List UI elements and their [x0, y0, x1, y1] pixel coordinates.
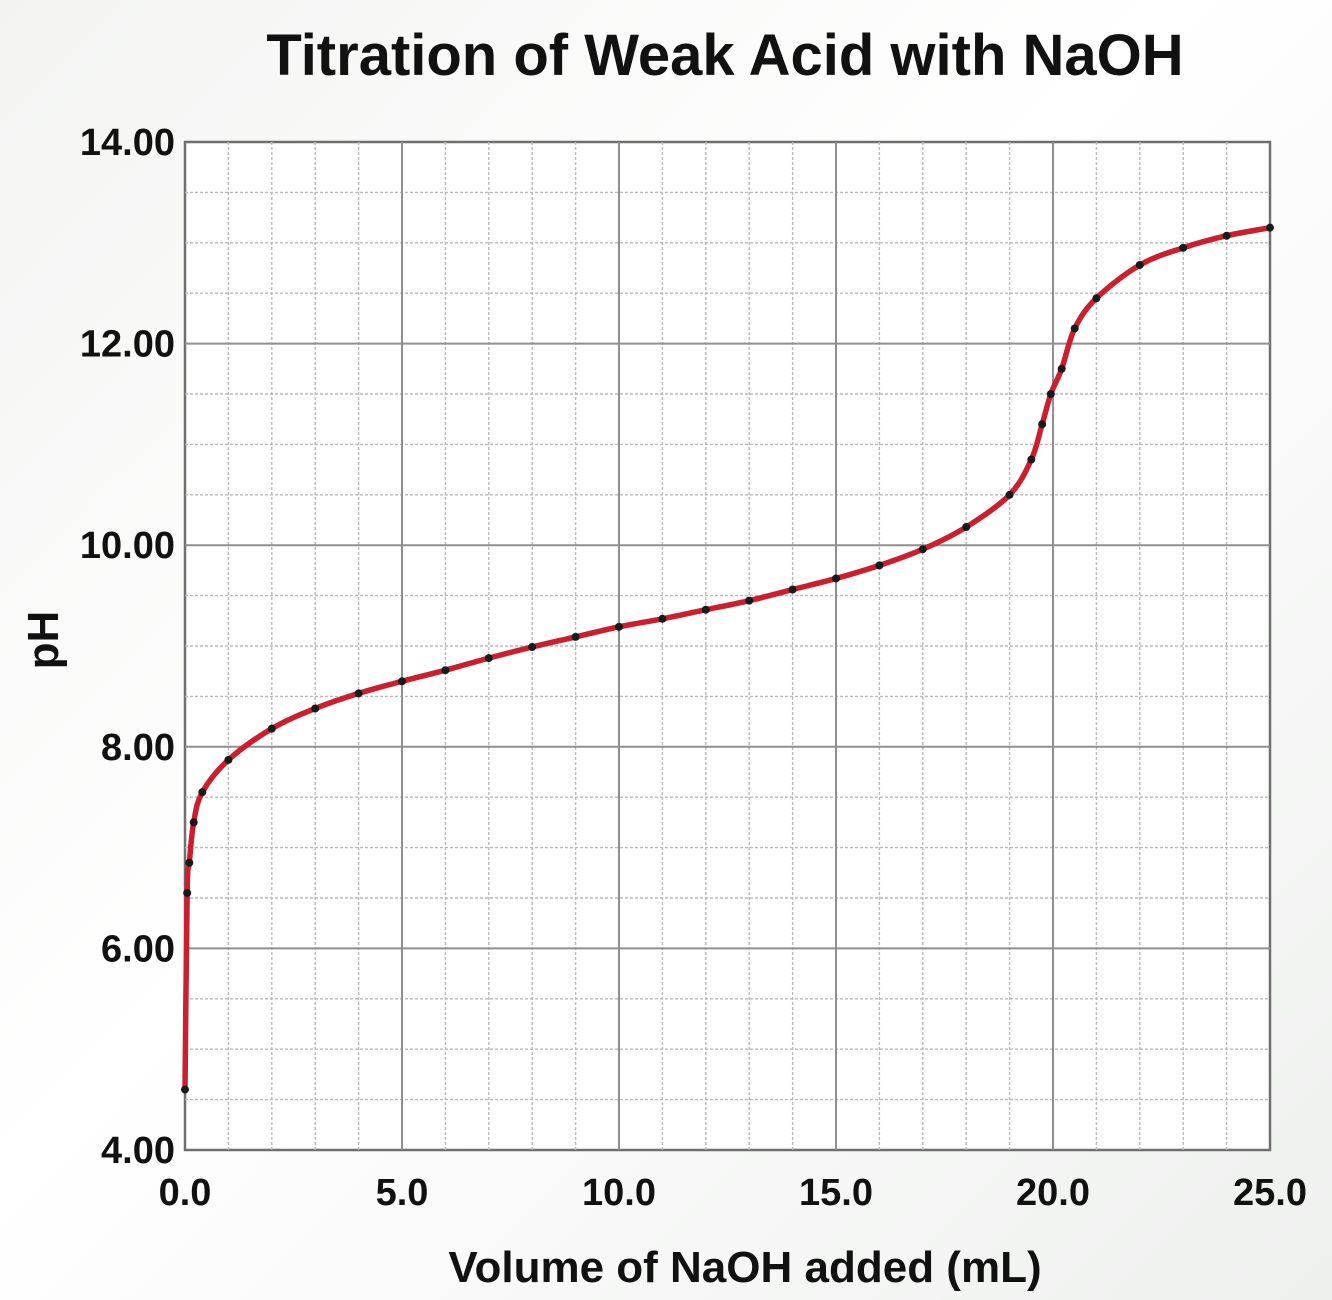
y-tick-label: 12.00: [80, 324, 175, 366]
y-tick-label: 10.00: [80, 525, 175, 567]
data-point-marker: [918, 545, 927, 554]
major-gridlines: [185, 142, 1270, 1150]
data-point-marker: [267, 724, 276, 733]
minor-gridlines: [185, 142, 1270, 1150]
y-tick-label: 4.00: [101, 1130, 175, 1172]
x-tick-label: 10.0: [582, 1172, 656, 1214]
data-point-marker: [1092, 294, 1101, 303]
x-axis-tick-labels: 0.0 5.0 10.0 15.0 20.0 25.0: [159, 1172, 1307, 1214]
data-point-marker: [181, 1085, 189, 1094]
data-point-marker: [1179, 243, 1188, 252]
data-point-marker: [528, 643, 537, 652]
data-point-marker: [658, 614, 667, 623]
y-tick-label: 14.00: [80, 122, 175, 164]
data-point-marker: [1266, 223, 1274, 232]
data-point-marker: [398, 677, 406, 686]
data-point-marker: [189, 818, 198, 827]
data-point-marker: [1027, 455, 1036, 464]
data-point-marker: [1046, 390, 1055, 398]
y-tick-label: 6.00: [101, 928, 175, 970]
data-point-marker: [1005, 490, 1014, 499]
x-tick-label: 0.0: [159, 1172, 212, 1214]
data-point-marker: [1135, 260, 1144, 269]
data-point-marker: [224, 755, 233, 764]
x-tick-label: 20.0: [1016, 1172, 1090, 1214]
data-point-marker: [311, 704, 320, 713]
x-axis-label: Volume of NaOH added (mL): [448, 1243, 1041, 1292]
data-point-marker: [962, 523, 971, 532]
y-axis-tick-labels: 4.00 6.00 8.00 10.00 12.00 14.00: [80, 122, 175, 1172]
data-point-marker: [1222, 231, 1231, 240]
chart-title: Titration of Weak Acid with NaOH: [266, 23, 1183, 88]
data-point-marker: [354, 689, 363, 698]
y-tick-label: 8.00: [101, 727, 175, 769]
data-point-marker: [788, 585, 797, 594]
data-point-marker: [615, 622, 623, 631]
data-point-marker: [1057, 364, 1066, 373]
data-point-marker: [875, 561, 884, 570]
data-point-marker: [832, 574, 840, 583]
data-point-marker: [484, 654, 493, 663]
data-point-marker: [571, 632, 580, 641]
data-point-marker: [185, 858, 194, 867]
x-tick-label: 25.0: [1233, 1172, 1307, 1214]
x-tick-label: 5.0: [376, 1172, 429, 1214]
data-point-marker: [701, 605, 710, 614]
data-point-marker: [1038, 420, 1047, 429]
y-axis-label: pH: [19, 611, 68, 670]
data-point-marker: [198, 788, 207, 797]
titration-series: [181, 223, 1274, 1094]
data-point-marker: [1070, 324, 1079, 333]
data-point-marker: [441, 666, 450, 675]
data-point-marker: [183, 888, 192, 897]
data-point-marker: [745, 596, 754, 605]
x-tick-label: 15.0: [799, 1172, 873, 1214]
